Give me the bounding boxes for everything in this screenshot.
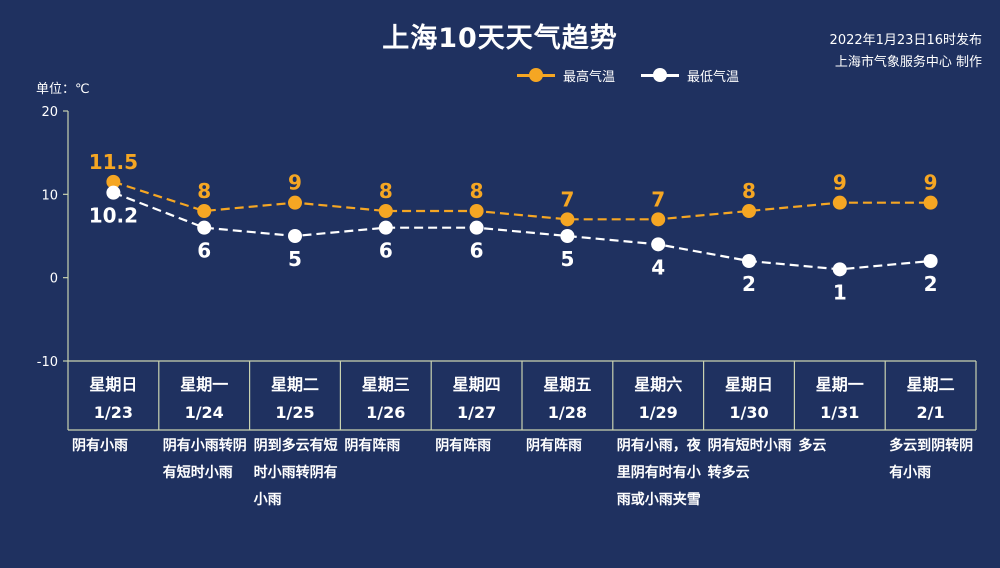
y-tick-label: -10	[37, 355, 58, 370]
data-point-low	[742, 254, 756, 268]
data-label-high: 8	[379, 179, 393, 203]
x-category-date: 1/29	[639, 403, 678, 422]
data-point-high	[832, 195, 847, 210]
data-point-low	[651, 237, 666, 252]
x-category-weekday: 星期日	[89, 375, 137, 394]
legend-high: 最高气温	[517, 66, 615, 85]
x-category-date: 1/30	[729, 403, 768, 422]
data-point-high	[923, 195, 938, 210]
data-label-high: 9	[924, 171, 938, 195]
weather-description: 阴到多云有短时小雨转阴有小雨	[253, 438, 338, 508]
data-label-high: 7	[651, 187, 665, 211]
data-point-low	[378, 220, 393, 235]
data-label-high: 7	[560, 187, 574, 211]
data-label-low: 4	[651, 255, 665, 279]
x-category-date: 2/1	[917, 403, 945, 422]
data-label-low: 2	[742, 272, 756, 296]
data-point-low	[106, 185, 121, 200]
x-category-date: 1/31	[820, 403, 859, 422]
legend: 最高气温 最低气温	[517, 66, 765, 85]
x-category-date: 1/24	[185, 403, 224, 422]
weather-description: 阴有小雨，夜里阴有时有小雨或小雨夹雪	[616, 438, 701, 508]
data-point-low	[197, 220, 212, 235]
data-point-high	[469, 204, 484, 218]
x-category-weekday: 星期一	[816, 375, 864, 394]
weather-description: 多云	[798, 438, 827, 454]
data-point-high	[651, 212, 666, 227]
chart-title: 上海10天天气趋势	[382, 23, 618, 54]
data-label-low: 1	[833, 280, 847, 304]
data-label-low: 5	[560, 247, 574, 271]
issuer: 上海市气象服务中心 制作	[834, 55, 982, 70]
weather-description: 多云到阴转阴有小雨	[889, 438, 974, 481]
data-point-high	[378, 204, 393, 218]
x-category-weekday: 星期一	[180, 375, 228, 394]
weather-description: 阴有阵雨	[344, 438, 401, 454]
weather-description: 阴有小雨	[72, 438, 128, 454]
data-label-low: 2	[924, 272, 938, 296]
data-point-high	[106, 174, 121, 189]
x-category-date: 1/27	[457, 403, 496, 422]
data-label-high: 8	[470, 179, 484, 203]
x-category-date: 1/28	[548, 403, 587, 422]
x-category-weekday: 星期日	[725, 375, 773, 394]
data-point-low	[288, 229, 302, 243]
x-category-weekday: 星期二	[271, 375, 319, 394]
legend-high-label: 最高气温	[563, 69, 616, 85]
issue-info: 2022年1月23日16时发布 上海市气象服务中心 制作	[830, 30, 982, 74]
legend-low-marker	[641, 68, 680, 82]
data-point-low	[560, 229, 575, 243]
issue-time: 2022年1月23日16时发布	[829, 33, 982, 48]
x-category-date: 1/26	[366, 403, 405, 422]
data-label-low: 5	[288, 247, 302, 271]
weather-description: 阴有小雨转阴有短时小雨	[162, 438, 247, 481]
data-point-high	[742, 204, 756, 218]
y-tick-label: 10	[41, 188, 58, 203]
y-tick-label: 20	[41, 105, 58, 120]
unit-label: 单位：℃	[36, 82, 90, 97]
data-label-high: 9	[833, 171, 847, 195]
x-category-weekday: 星期五	[543, 375, 591, 394]
x-category-weekday: 星期二	[907, 375, 955, 394]
weather-description: 阴有短时小雨转多云	[707, 438, 792, 481]
data-label-high: 9	[288, 171, 302, 195]
x-category-weekday: 星期四	[453, 375, 501, 394]
data-label-high: 8	[197, 179, 211, 203]
data-label-low: 6	[379, 239, 393, 263]
data-point-high	[288, 195, 302, 210]
y-tick-label: 0	[50, 272, 58, 287]
data-label-high: 8	[742, 179, 756, 203]
data-point-low	[832, 262, 847, 277]
legend-low-label: 最低气温	[687, 69, 740, 85]
x-category-date: 1/23	[94, 403, 133, 422]
x-category-weekday: 星期三	[362, 375, 410, 394]
data-point-low	[923, 254, 938, 268]
data-point-low	[469, 220, 484, 235]
weather-description: 阴有阵雨	[526, 438, 582, 454]
series-line-low	[113, 191, 931, 271]
data-label-low: 6	[197, 239, 211, 263]
data-label-high: 11.5	[89, 150, 138, 174]
x-category-date: 1/25	[275, 403, 314, 422]
data-label-low: 10.2	[89, 204, 138, 228]
x-category-weekday: 星期六	[634, 375, 682, 394]
weather-description: 阴有阵雨	[435, 438, 492, 454]
legend-low: 最低气温	[641, 66, 739, 85]
data-point-high	[197, 204, 212, 218]
series-line-high	[113, 180, 931, 221]
data-point-high	[560, 212, 575, 227]
legend-high-marker	[517, 68, 555, 82]
data-label-low: 6	[470, 239, 484, 263]
